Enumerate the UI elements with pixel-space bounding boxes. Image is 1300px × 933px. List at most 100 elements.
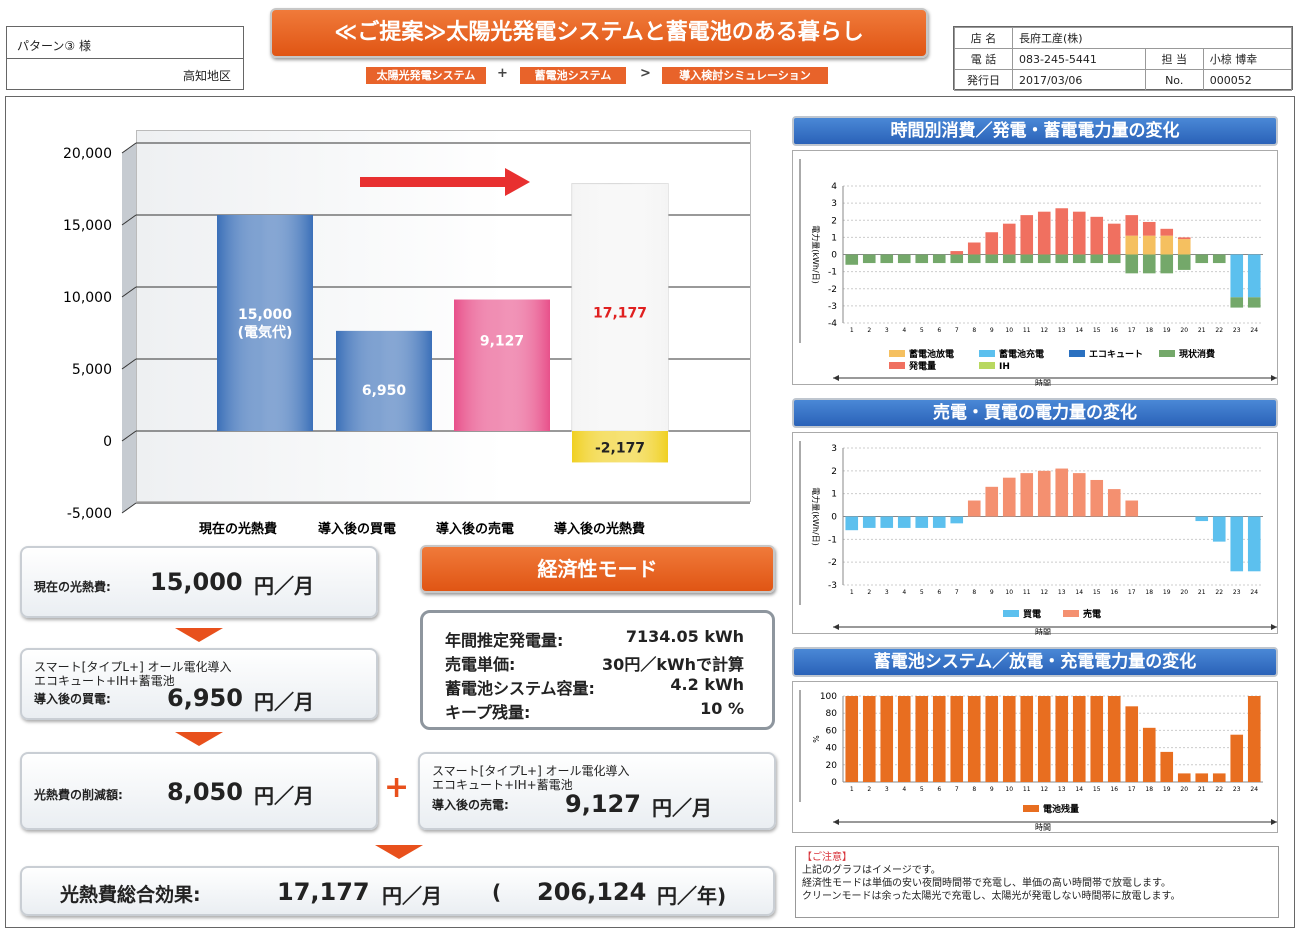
economy-value: 7134.05 kWh	[625, 627, 744, 646]
y-tick-label: -4	[828, 319, 837, 329]
y-tick-label: 0	[831, 513, 837, 523]
x-tick-label: 2	[867, 327, 871, 334]
bar	[880, 696, 894, 782]
x-tick-label: 12	[1040, 589, 1048, 596]
sell-plan-line2: エコキュート+IH+蓄電池	[432, 778, 573, 792]
x-tick-label: 21	[1198, 327, 1206, 334]
current-cost-label: 現在の光熱費:	[34, 580, 111, 594]
y-tick-label: 20	[826, 761, 838, 771]
y-tick-label: 80	[826, 709, 838, 719]
x-tick-label: 19	[1163, 786, 1171, 793]
down-arrow-2	[175, 732, 223, 746]
economy-mode-title: 経済性モード	[420, 545, 775, 593]
bar	[1107, 223, 1121, 255]
x-tick-label: 7	[955, 786, 959, 793]
x-tick-label: 5	[920, 786, 924, 793]
bar-highlight	[336, 330, 432, 431]
bar	[950, 696, 964, 782]
bar	[915, 516, 929, 528]
bar	[1090, 216, 1104, 255]
x-tick-label: 20	[1180, 327, 1188, 334]
economy-row: 年間推定発電量: 7134.05 kWh	[445, 627, 744, 650]
bar	[1247, 297, 1261, 308]
x-tick-label: 11	[1023, 589, 1031, 596]
bar	[1002, 223, 1016, 255]
x-category-label: 導入後の買電	[318, 521, 396, 537]
y-tick-label: -1	[828, 268, 837, 278]
gridline-3d	[121, 430, 137, 442]
notes-line: 経済性モードは単価の安い夜間時間帯で充電し、単価の高い時間帯で放電します。	[802, 878, 1171, 889]
y-tick-label: 10,000	[63, 290, 112, 306]
legend-swatch	[889, 362, 905, 369]
bar	[1072, 254, 1086, 264]
bar	[1142, 254, 1156, 274]
bar	[1020, 215, 1034, 255]
y-tick-label: 2	[831, 467, 837, 477]
step-solar: 太陽光発電システム	[366, 67, 486, 84]
bar	[1055, 208, 1069, 255]
x-tick-label: 4	[902, 786, 906, 793]
bar	[1160, 751, 1174, 782]
bar	[1037, 211, 1051, 255]
legend-label: 電池残量	[1043, 803, 1079, 815]
bar-highlight	[217, 215, 313, 431]
bar	[1160, 235, 1174, 255]
y-tick-label: 40	[826, 744, 838, 754]
y-tick-label: -2	[828, 285, 837, 295]
x-tick-label: 2	[867, 589, 871, 596]
date-label: 発行日	[954, 69, 1013, 91]
bar-highlight	[454, 299, 550, 431]
bar-value-label: 17,177	[593, 305, 647, 321]
buy-plan-line1: スマート[タイプL+] オール電化導入	[34, 660, 232, 674]
bar	[1125, 235, 1139, 255]
legend-swatch	[979, 350, 995, 357]
bar	[1020, 254, 1034, 264]
bar	[1212, 254, 1226, 264]
bar	[1230, 254, 1244, 298]
bar	[1177, 773, 1191, 782]
tel-label: 電 話	[954, 48, 1013, 70]
bar	[932, 254, 946, 264]
economy-row: キープ残量: 10 %	[445, 699, 744, 722]
x-tick-label: 24	[1250, 589, 1258, 596]
bar	[967, 696, 981, 782]
bar	[950, 516, 964, 524]
negative-bar-highlight	[572, 431, 668, 463]
x-category-label: 導入後の売電	[436, 521, 514, 537]
legend-label: エコキュート	[1089, 349, 1143, 360]
x-tick-label: 4	[902, 327, 906, 334]
step-op-gt: >	[640, 66, 651, 81]
notes-line: クリーンモードは余った太陽光で充電し、太陽光が発電しない時間帯に放電します。	[802, 891, 1181, 902]
panel2-title: 売電・買電の電力量の変化	[792, 398, 1278, 428]
bar	[862, 254, 876, 264]
step-op-plus: +	[497, 66, 508, 81]
x-tick-label: 10	[1005, 786, 1013, 793]
panel1: 電力量(kWh/日) 4 3 2 1 0 -1 -2 -3 -4 1 2 3 4 5 6 7 8 9 10 11 12 13…	[792, 150, 1278, 388]
y-tick-label: 2	[831, 216, 837, 226]
buy-plan-line2: エコキュート+IH+蓄電池	[34, 674, 175, 688]
bar	[985, 232, 999, 255]
total-unit: 円／月	[382, 884, 442, 908]
x-tick-label: 16	[1110, 786, 1118, 793]
sell-plan-line1: スマート[タイプL+] オール電化導入	[432, 764, 630, 778]
bar	[1020, 696, 1034, 782]
y-tick-label: 3	[831, 199, 837, 209]
bar	[1177, 237, 1191, 240]
customer-name: パターン③ 様	[7, 27, 243, 59]
bar	[1090, 254, 1104, 264]
bar	[1177, 254, 1191, 270]
bar	[1212, 773, 1226, 782]
buy-box: スマート[タイプL+] オール電化導入 エコキュート+IH+蓄電池 導入後の買電…	[20, 648, 378, 720]
bar	[1037, 696, 1051, 782]
current-cost-value: 15,000	[150, 568, 243, 596]
no-label: No.	[1144, 69, 1204, 91]
x-tick-label: 17	[1128, 786, 1136, 793]
bar	[1020, 473, 1034, 517]
bar	[1125, 215, 1139, 236]
bar	[932, 516, 946, 528]
x-tick-label: 21	[1198, 589, 1206, 596]
buy-label: 導入後の買電:	[34, 692, 111, 706]
y-tick-label: 0	[831, 778, 837, 788]
x-tick-label: 22	[1215, 327, 1223, 334]
